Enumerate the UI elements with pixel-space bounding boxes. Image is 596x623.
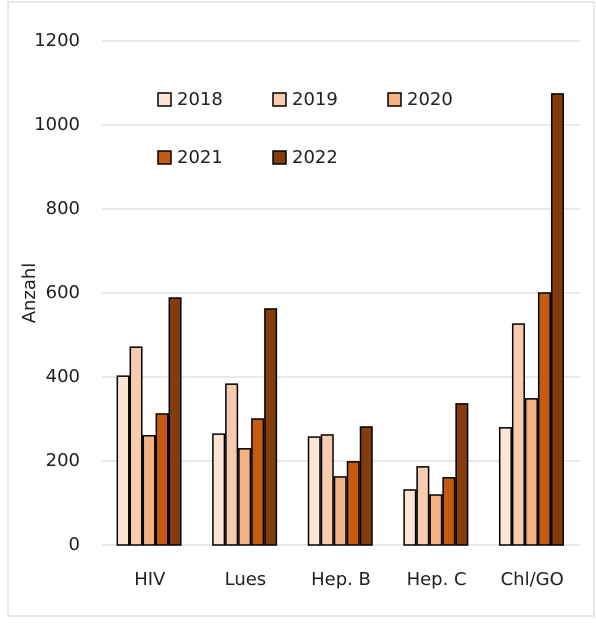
x-tick-label: Lues: [225, 569, 267, 590]
bar: [116, 375, 130, 546]
bar: [346, 461, 360, 546]
y-tick-label: 600: [46, 282, 80, 303]
y-tick-label: 200: [46, 450, 80, 471]
x-tick-label: Hep. B: [311, 569, 371, 590]
legend-swatch: [272, 92, 287, 107]
bar: [129, 346, 143, 546]
bar: [168, 297, 182, 546]
y-axis-label: Anzahl: [19, 263, 40, 324]
legend-label: 2021: [177, 147, 223, 168]
bar: [416, 466, 430, 546]
bar: [498, 427, 512, 546]
bar: [238, 448, 252, 546]
bar: [455, 403, 469, 546]
bar: [307, 436, 321, 546]
bar: [442, 477, 456, 546]
bar: [537, 292, 551, 546]
bar: [550, 93, 564, 546]
y-tick-label: 0: [69, 534, 80, 555]
frame: [7, 1, 595, 617]
legend-label: 2019: [292, 89, 338, 110]
bar: [359, 426, 373, 546]
bar: [524, 398, 538, 546]
bar: [333, 476, 347, 546]
x-tick-label: Chl/GO: [501, 569, 564, 590]
legend-swatch: [157, 92, 172, 107]
y-tick-label: 1000: [34, 114, 80, 135]
y-tick-label: 1200: [34, 30, 80, 51]
bar: [212, 433, 226, 546]
legend-swatch: [272, 150, 287, 165]
bar: [225, 383, 239, 546]
legend-swatch: [387, 92, 402, 107]
bar: [142, 435, 156, 546]
x-tick-label: HIV: [134, 569, 166, 590]
bar: [251, 418, 265, 546]
y-tick-label: 800: [46, 198, 80, 219]
bar: [511, 323, 525, 546]
bar: [264, 308, 278, 546]
legend-swatch: [157, 150, 172, 165]
bar: [403, 489, 417, 546]
y-tick-label: 400: [46, 366, 80, 387]
legend-label: 2022: [292, 147, 338, 168]
bar: [155, 413, 169, 546]
bar: [320, 434, 334, 546]
x-tick-label: Hep. C: [407, 569, 467, 590]
legend-label: 2020: [407, 89, 453, 110]
legend-label: 2018: [177, 89, 223, 110]
bar: [429, 494, 443, 546]
